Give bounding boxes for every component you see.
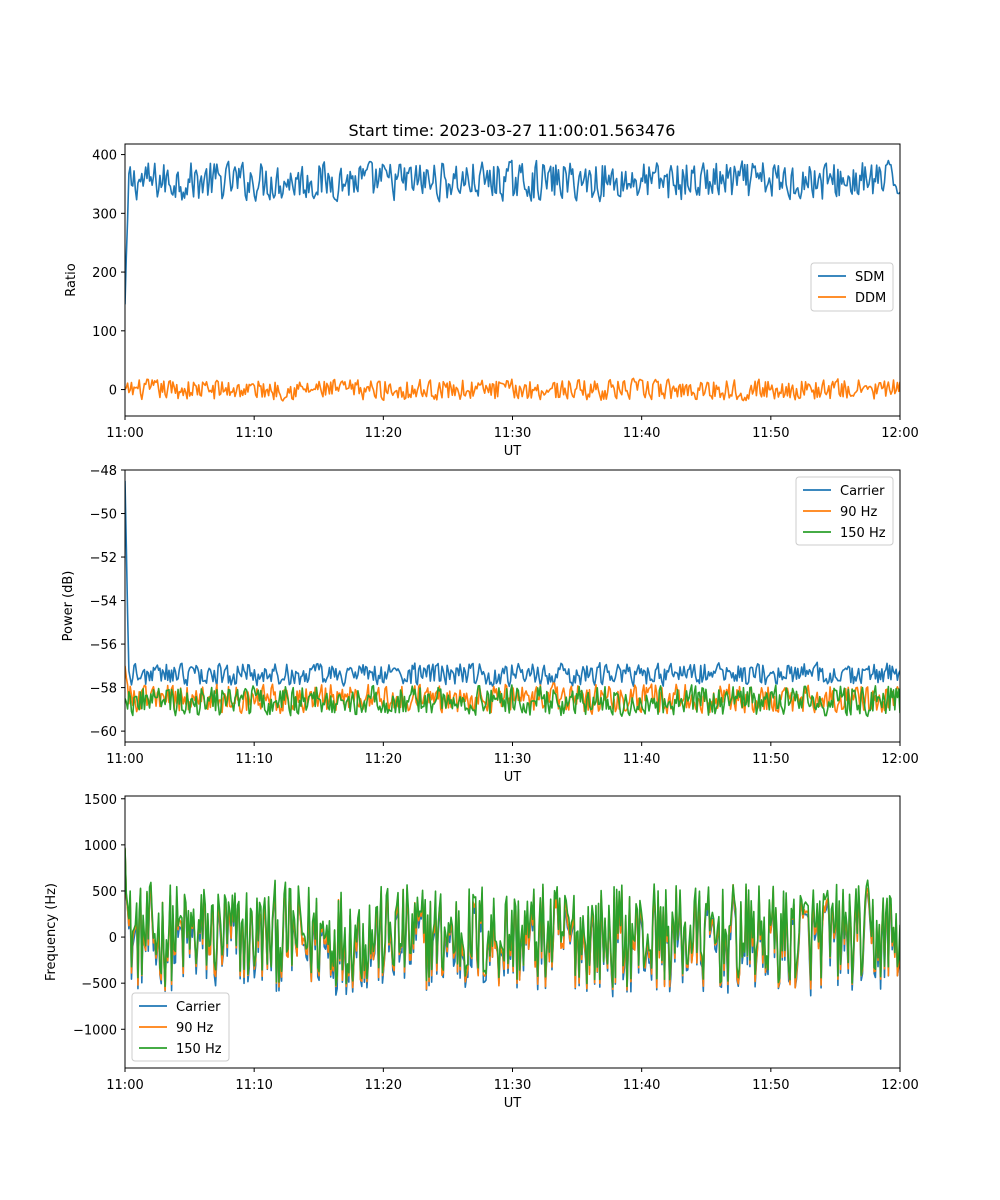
x-tick-label: 12:00 — [881, 752, 918, 767]
x-tick-label: 11:00 — [106, 752, 143, 767]
legend-label: 90 Hz — [840, 505, 877, 520]
y-tick-label: 400 — [92, 149, 117, 164]
x-tick-label: 11:30 — [494, 426, 531, 441]
panel-3: 11:00 11:10 11:20 11:30 11:40 11:50 12:00 UT −10… — [44, 793, 919, 1111]
y-tick-label: −1000 — [73, 1023, 117, 1038]
x-tick-label: 11:10 — [235, 1078, 272, 1093]
legend-label: Carrier — [840, 484, 885, 499]
x-tick-label: 11:30 — [494, 1078, 531, 1093]
y-tick-label: −48 — [90, 464, 117, 479]
y-tick-label: −50 — [90, 508, 117, 523]
legend-label: 150 Hz — [176, 1042, 222, 1057]
x-tick-label: 12:00 — [881, 1078, 918, 1093]
series-line-sdm — [125, 159, 900, 305]
y-tick-label: 1500 — [84, 793, 117, 808]
x-tick-label: 11:30 — [494, 752, 531, 767]
x-tick-label: 11:20 — [365, 426, 402, 441]
y-tick-label: −58 — [90, 682, 117, 697]
x-axis-label: UT — [504, 1096, 522, 1111]
x-tick-label: 11:40 — [623, 1078, 660, 1093]
y-tick-label: −54 — [90, 595, 117, 610]
y-tick-label: −52 — [90, 551, 117, 566]
y-axis-label: Frequency (Hz) — [44, 883, 59, 981]
panels: 11:00 11:10 11:20 11:30 11:40 11:50 12:00 UT 0 10… — [44, 143, 919, 1111]
x-tick-label: 11:20 — [365, 1078, 402, 1093]
panel-1: 11:00 11:10 11:20 11:30 11:40 11:50 12:00 UT 0 10… — [64, 143, 919, 459]
y-tick-label: 100 — [92, 325, 117, 340]
legend-label: 90 Hz — [176, 1021, 213, 1036]
panel-2: 11:00 11:10 11:20 11:30 11:40 11:50 12:00 UT −60… — [61, 464, 919, 785]
x-axis-label: UT — [504, 444, 522, 459]
legend-box — [795, 476, 894, 546]
x-tick-label: 11:10 — [235, 426, 272, 441]
x-tick-label: 11:50 — [752, 1078, 789, 1093]
x-tick-label: 11:40 — [623, 752, 660, 767]
y-tick-label: 0 — [109, 384, 117, 399]
y-tick-label: 300 — [92, 207, 117, 222]
legend-label: DDM — [855, 291, 886, 306]
legend-label: Carrier — [176, 1000, 221, 1015]
legend-label: SDM — [855, 270, 884, 285]
legend-label: 150 Hz — [840, 526, 886, 541]
x-tick-label: 11:50 — [752, 426, 789, 441]
legend-box — [810, 262, 894, 312]
x-tick-label: 11:00 — [106, 1078, 143, 1093]
y-tick-label: 1000 — [84, 839, 117, 854]
y-axis-label: Ratio — [64, 263, 79, 296]
series-line-ddm — [125, 377, 900, 402]
legend: Carrier 90 Hz 150 Hz — [795, 476, 894, 546]
legend: SDM DDM — [810, 262, 894, 312]
y-tick-label: 500 — [92, 885, 117, 900]
x-tick-label: 11:20 — [365, 752, 402, 767]
legend: Carrier 90 Hz 150 Hz — [131, 992, 230, 1062]
series-line-carrier — [125, 480, 900, 688]
y-tick-label: −60 — [90, 725, 117, 740]
x-tick-label: 11:00 — [106, 426, 143, 441]
x-tick-label: 11:50 — [752, 752, 789, 767]
y-axis-label: Power (dB) — [61, 571, 76, 642]
x-tick-label: 12:00 — [881, 426, 918, 441]
y-tick-label: −56 — [90, 638, 117, 653]
series-line-150-hz — [125, 847, 900, 988]
series-line-150-hz — [125, 684, 900, 718]
chart-title: Start time: 2023-03-27 11:00:01.563476 — [349, 121, 676, 140]
x-tick-label: 11:10 — [235, 752, 272, 767]
y-tick-label: −500 — [81, 977, 117, 992]
x-axis-label: UT — [504, 770, 522, 785]
legend-box — [131, 992, 230, 1062]
y-tick-label: 0 — [109, 931, 117, 946]
x-tick-label: 11:40 — [623, 426, 660, 441]
y-tick-label: 200 — [92, 266, 117, 281]
